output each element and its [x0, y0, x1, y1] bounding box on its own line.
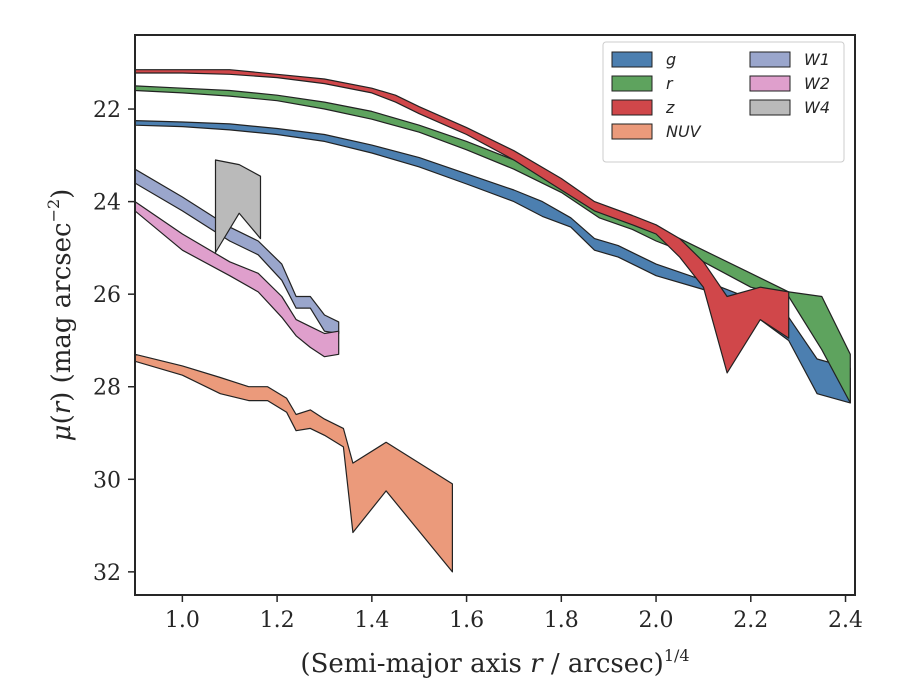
- y-axis-label-paren-open: (: [47, 414, 77, 424]
- legend-swatch-w1: [749, 51, 791, 68]
- y-axis-label-paren-close: ): [47, 392, 77, 402]
- x-axis-label: (Semi-major axis r / arcsec)1/4: [300, 646, 689, 679]
- legend-swatch-g: [611, 51, 653, 68]
- y-tick-label: 30: [93, 468, 121, 493]
- x-axis-label-var: r: [530, 649, 544, 679]
- y-axis-label-unit: (mag arcsec: [47, 222, 77, 391]
- x-axis-label-main: (Semi-major axis: [300, 649, 530, 679]
- y-axis-label-exponent: −2: [44, 199, 63, 223]
- band-w2: [135, 201, 340, 358]
- x-tick-label: 1.8: [544, 608, 579, 633]
- x-tick-label: 2.2: [733, 608, 768, 633]
- y-axis-label-mu: μ: [47, 424, 77, 441]
- band-nuv: [135, 353, 453, 573]
- y-axis-label-close: ): [47, 189, 77, 199]
- x-tick-label: 1.2: [260, 608, 295, 633]
- legend-swatch-w2: [749, 75, 791, 92]
- band-r: [135, 85, 851, 404]
- x-tick-label: 1.6: [449, 608, 484, 633]
- y-tick-label: 28: [93, 376, 121, 401]
- x-tick-label: 1.0: [165, 608, 200, 633]
- y-tick-label: 24: [93, 191, 121, 216]
- y-axis-label-var: r: [47, 400, 77, 414]
- legend-swatch-nuv: [611, 123, 653, 140]
- legend-swatch-z: [611, 99, 653, 116]
- x-axis-ticks: 1.0 1.2 1.4 1.6 1.8 2.0 2.2 2.4: [165, 595, 863, 633]
- y-tick-label: 32: [93, 561, 121, 586]
- legend: grz NUV W1 W2 W4: [602, 41, 845, 163]
- legend-label-z: z: [665, 98, 675, 117]
- x-axis-label-exponent: 1/4: [664, 646, 690, 665]
- x-tick-label: 1.4: [354, 608, 389, 633]
- data-bands: [135, 69, 851, 573]
- legend-label-nuv: NUV: [666, 122, 702, 141]
- y-axis-label: μ(r) (mag arcsec−2): [44, 189, 77, 442]
- y-tick-label: 26: [93, 283, 121, 308]
- legend-label-r: r: [666, 74, 674, 93]
- legend-label-w4: W4: [804, 98, 830, 117]
- legend-swatch-w4: [749, 99, 791, 116]
- x-axis-label-tail: / arcsec): [543, 649, 664, 679]
- band-z: [135, 69, 790, 374]
- plot-frame: [134, 34, 856, 596]
- y-tick-label: 22: [93, 98, 121, 123]
- y-axis-ticks: 22 24 26 28 30 32: [93, 98, 135, 586]
- legend-swatch-r: [611, 75, 653, 92]
- legend-label-w2: W2: [804, 74, 830, 93]
- x-tick-label: 2.4: [828, 608, 863, 633]
- x-tick-label: 2.0: [639, 608, 674, 633]
- legend-box: [602, 41, 845, 163]
- legend-label-w1: W1: [804, 50, 830, 69]
- legend-label-g: g: [666, 50, 676, 69]
- band-w4: [214, 159, 262, 254]
